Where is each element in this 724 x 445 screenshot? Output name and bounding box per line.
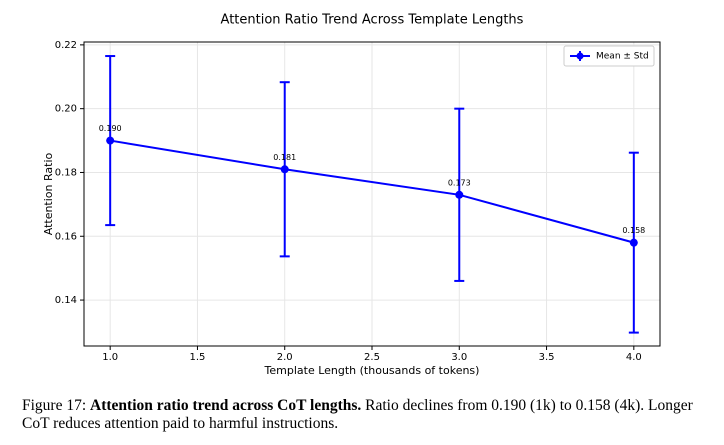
y-tick-label: 0.22 [55, 40, 77, 51]
x-tick-label: 2.5 [364, 352, 380, 363]
chart: Attention Ratio Trend Across Template Le… [42, 13, 661, 377]
legend-swatch [576, 52, 584, 60]
y-tick-label: 0.16 [55, 231, 77, 242]
caption-title: Attention ratio trend across CoT lengths… [90, 397, 362, 414]
caption: Figure 17: Attention ratio trend across … [22, 397, 702, 433]
y-tick-label: 0.20 [55, 104, 77, 115]
data-label: 0.181 [273, 153, 296, 162]
x-tick-label: 3.5 [539, 352, 555, 363]
x-tick-label: 3.0 [451, 352, 467, 363]
data-label: 0.158 [622, 226, 645, 235]
x-axis-label: Template Length (thousands of tokens) [264, 364, 480, 377]
x-tick-label: 1.5 [190, 352, 206, 363]
y-tick-label: 0.14 [55, 295, 77, 306]
data-label: 0.173 [448, 178, 471, 187]
chart-title: Attention Ratio Trend Across Template Le… [221, 13, 524, 28]
caption-label: Figure 17: [22, 397, 87, 414]
y-tick-label: 0.18 [55, 167, 77, 178]
data-point [280, 165, 289, 174]
data-line [110, 139, 635, 244]
data-point [106, 136, 115, 145]
data-label: 0.190 [99, 124, 122, 133]
data-point [455, 190, 464, 199]
x-tick-label: 2.0 [277, 352, 293, 363]
y-axis-label: Attention Ratio [42, 152, 55, 235]
legend-label: Mean ± Std [596, 52, 649, 62]
x-tick-label: 1.0 [102, 352, 118, 363]
legend-box [563, 45, 655, 67]
data-point [629, 238, 638, 247]
plot-frame [83, 41, 661, 347]
caption-text: Ratio declines from 0.190 (1k) to 0.158 … [22, 397, 693, 432]
x-tick-label: 4.0 [626, 352, 642, 363]
